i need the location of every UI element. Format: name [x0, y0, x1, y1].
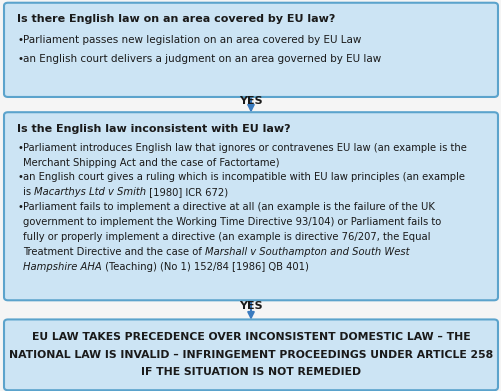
- Text: •: •: [17, 143, 23, 153]
- Text: Marshall v Southampton and South West: Marshall v Southampton and South West: [205, 247, 409, 257]
- Text: Merchant Shipping Act and the case of Factortame): Merchant Shipping Act and the case of Fa…: [23, 158, 279, 168]
- Text: •: •: [17, 35, 23, 45]
- Text: NATIONAL LAW IS INVALID – INFRINGEMENT PROCEEDINGS UNDER ARTICLE 258: NATIONAL LAW IS INVALID – INFRINGEMENT P…: [9, 350, 492, 360]
- FancyBboxPatch shape: [4, 112, 497, 300]
- Text: Hampshire AHA: Hampshire AHA: [23, 262, 102, 272]
- FancyBboxPatch shape: [4, 3, 497, 97]
- Text: Macarthys Ltd v Smith: Macarthys Ltd v Smith: [34, 187, 146, 197]
- Text: an English court delivers a judgment on an area governed by EU law: an English court delivers a judgment on …: [23, 54, 381, 64]
- Text: Parliament passes new legislation on an area covered by EU Law: Parliament passes new legislation on an …: [23, 35, 361, 45]
- Text: Is the English law inconsistent with EU law?: Is the English law inconsistent with EU …: [17, 124, 290, 134]
- Text: •: •: [17, 202, 23, 212]
- Text: government to implement the Working Time Directive 93/104) or Parliament fails t: government to implement the Working Time…: [23, 217, 440, 227]
- Text: Parliament fails to implement a directive at all (an example is the failure of t: Parliament fails to implement a directiv…: [23, 202, 434, 212]
- Text: YES: YES: [238, 301, 263, 311]
- Text: an English court gives a ruling which is incompatible with EU law principles (an: an English court gives a ruling which is…: [23, 172, 464, 183]
- Text: IF THE SITUATION IS NOT REMEDIED: IF THE SITUATION IS NOT REMEDIED: [141, 368, 360, 377]
- Text: fully or properly implement a directive (an example is directive 76/207, the Equ: fully or properly implement a directive …: [23, 232, 430, 242]
- Text: YES: YES: [238, 96, 263, 106]
- Text: (Teaching) (No 1) 152/84 [1986] QB 401): (Teaching) (No 1) 152/84 [1986] QB 401): [102, 262, 308, 272]
- Text: Is there English law on an area covered by EU law?: Is there English law on an area covered …: [17, 14, 335, 25]
- Text: is: is: [23, 187, 34, 197]
- Text: •: •: [17, 54, 23, 64]
- FancyBboxPatch shape: [4, 319, 497, 390]
- Text: •: •: [17, 172, 23, 183]
- Text: [1980] ICR 672): [1980] ICR 672): [146, 187, 228, 197]
- Text: Parliament introduces English law that ignores or contravenes EU law (an example: Parliament introduces English law that i…: [23, 143, 466, 153]
- Text: EU LAW TAKES PRECEDENCE OVER INCONSISTENT DOMESTIC LAW – THE: EU LAW TAKES PRECEDENCE OVER INCONSISTEN…: [32, 332, 469, 342]
- Text: Treatment Directive and the case of: Treatment Directive and the case of: [23, 247, 205, 257]
